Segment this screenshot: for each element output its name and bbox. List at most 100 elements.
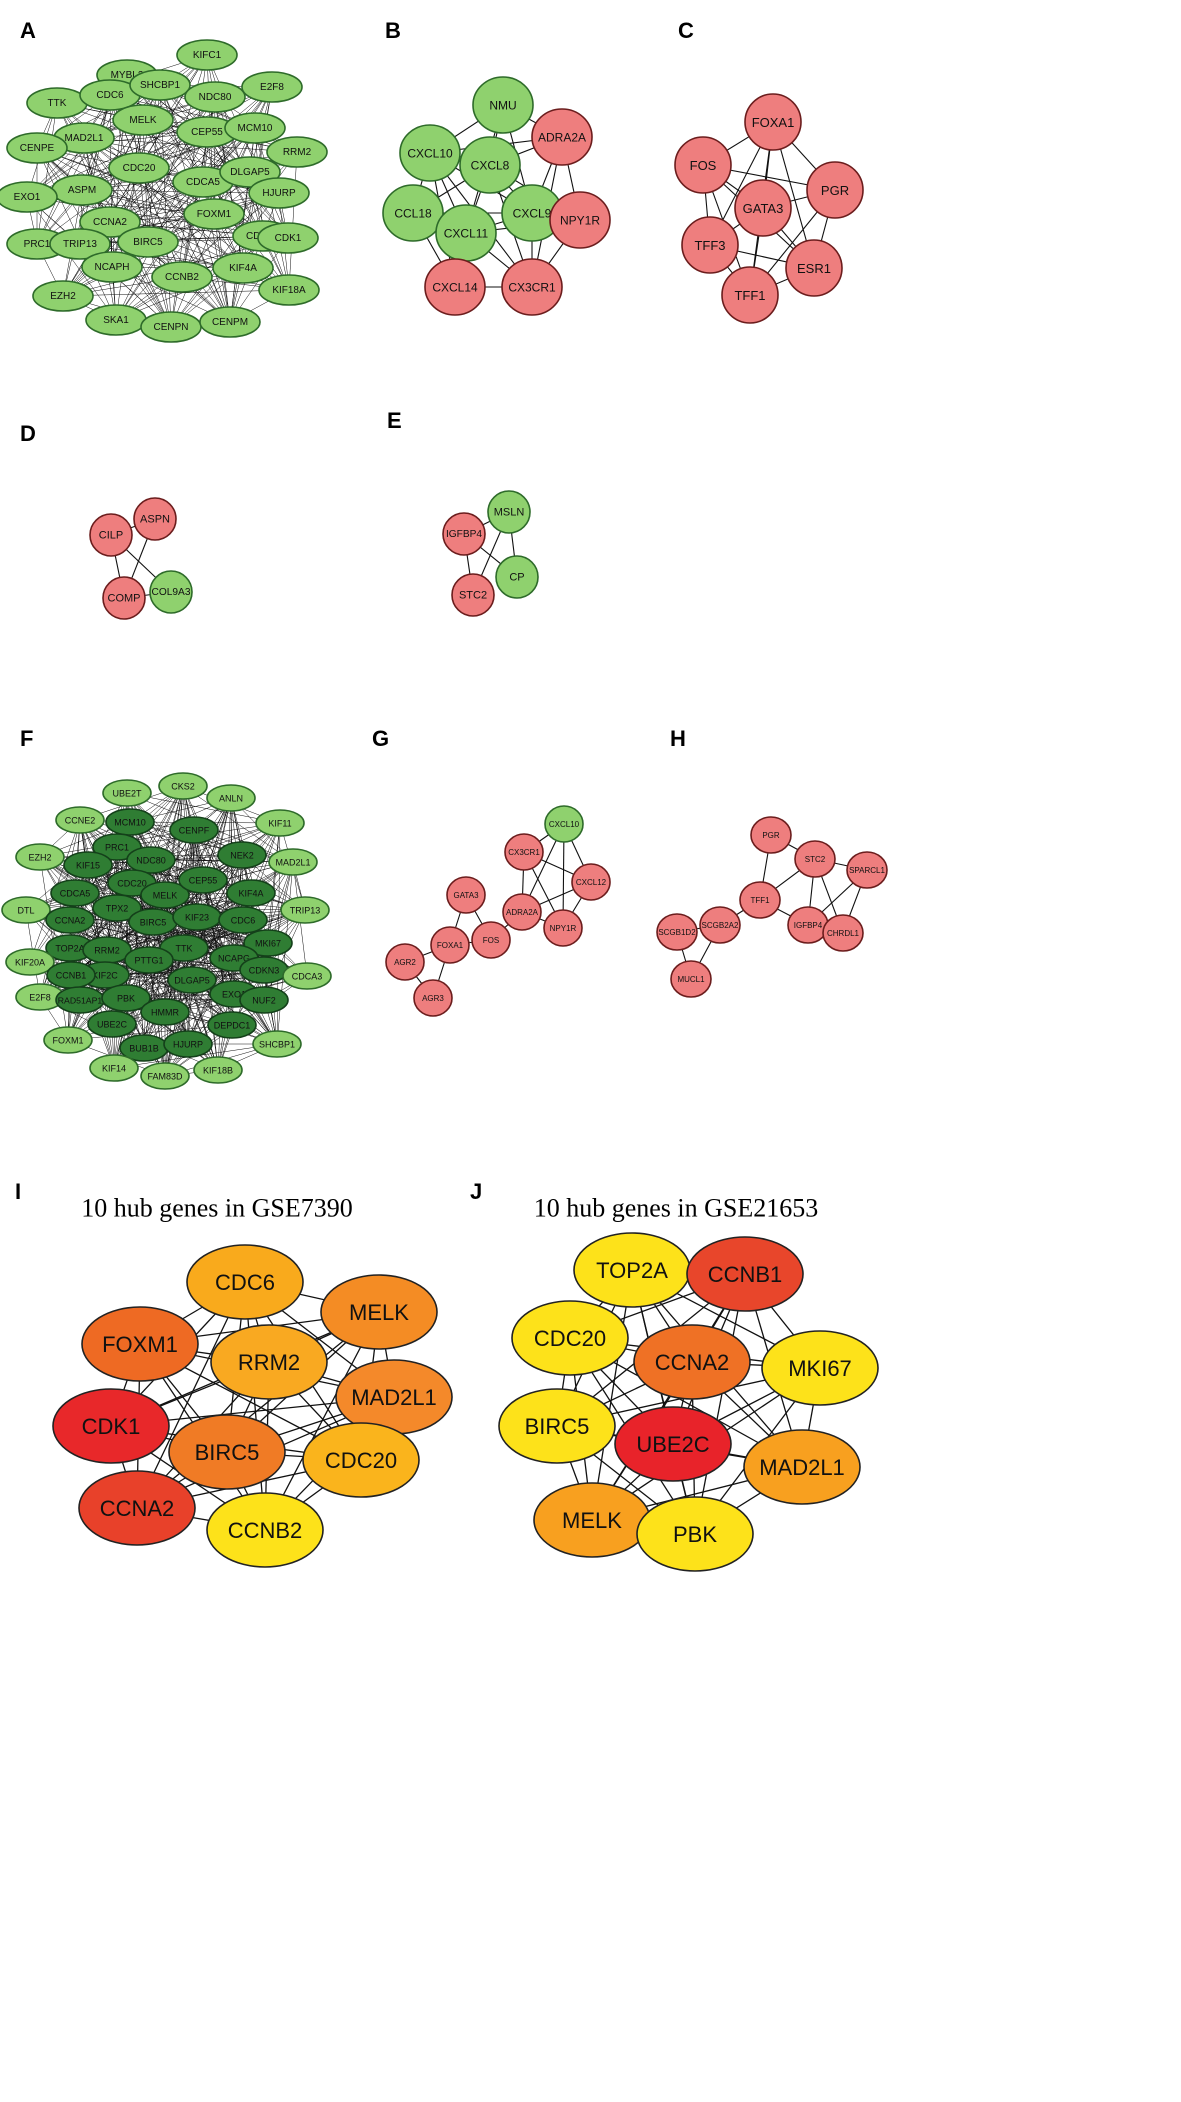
node-dtl: DTL bbox=[1, 896, 51, 924]
node-label-sparcl1: SPARCL1 bbox=[849, 866, 885, 875]
node-label-e2f8: E2F8 bbox=[29, 993, 51, 1003]
node-label-hmmr: HMMR bbox=[151, 1008, 179, 1018]
node-cenpn: CENPN bbox=[140, 311, 202, 343]
node-ccnb2: CCNB2 bbox=[151, 261, 213, 293]
node-melk: MELK bbox=[112, 104, 174, 136]
node-ndc80: NDC80 bbox=[184, 81, 246, 113]
node-birc5: BIRC5 bbox=[168, 1414, 286, 1490]
node-label-rrm2: RRM2 bbox=[94, 946, 120, 956]
node-label-ncapg: NCAPG bbox=[218, 954, 250, 964]
node-col9a3: COL9A3 bbox=[149, 570, 193, 614]
edge-shcbp1-cdk1 bbox=[159, 84, 289, 239]
node-label-birc5: BIRC5 bbox=[525, 1414, 590, 1439]
edge-nek2-cdca5 bbox=[74, 854, 243, 894]
node-label-ccnb1: CCNB1 bbox=[56, 971, 87, 981]
node-label-mad2l1: MAD2L1 bbox=[759, 1455, 845, 1480]
edge-top2a-melk bbox=[591, 1269, 633, 1521]
node-agr3: AGR3 bbox=[413, 979, 453, 1017]
edge-shcbp1-rrm2 bbox=[159, 84, 298, 153]
node-label-mcm10: MCM10 bbox=[114, 818, 146, 828]
node-label-esr1: ESR1 bbox=[797, 261, 831, 276]
node-stc2: STC2 bbox=[794, 840, 836, 878]
node-nek2: NEK2 bbox=[217, 841, 267, 869]
node-label-cep55: CEP55 bbox=[189, 876, 218, 886]
edge-cdc6-ccna2 bbox=[136, 1281, 246, 1509]
node-rad51ap1: RAD51AP1 bbox=[55, 986, 105, 1014]
panel-d: D CILP ASPN COMP COL9A3 bbox=[20, 421, 193, 620]
node-label-kif23: KIF23 bbox=[185, 913, 209, 923]
node-label-cxcl11: CXCL11 bbox=[444, 227, 489, 241]
panel-label-a: A bbox=[20, 18, 36, 43]
node-label-shcbp1: SHCBP1 bbox=[259, 1040, 295, 1050]
node-birc5: BIRC5 bbox=[498, 1388, 616, 1464]
node-cxcl11: CXCL11 bbox=[435, 204, 497, 262]
node-ccl18: CCL18 bbox=[382, 184, 444, 242]
node-label-dtl: DTL bbox=[17, 906, 34, 916]
node-label-mki67: MKI67 bbox=[788, 1356, 852, 1381]
node-label-ccna2: CCNA2 bbox=[93, 217, 127, 228]
edge-cdc20-cenpm bbox=[138, 167, 231, 323]
node-label-ccnb2: CCNB2 bbox=[228, 1518, 303, 1543]
node-label-foxa1: FOXA1 bbox=[752, 115, 795, 130]
node-kif18b: KIF18B bbox=[193, 1056, 243, 1084]
panel-label-h: H bbox=[670, 726, 686, 751]
node-cilp: CILP bbox=[89, 513, 133, 557]
node-cxcl9: CXCL9 bbox=[501, 184, 563, 242]
node-cxcl10: CXCL10 bbox=[544, 805, 584, 843]
panel-h: H PGR STC2 SPARCL1 TFF1 SCGB1D2 SCGB2A2 IGFBP4 C… bbox=[656, 726, 888, 998]
panel-i: I 10 hub genes in GSE7390 CDC6 MELK FOXM1 RRM… bbox=[15, 1179, 453, 1568]
node-kif4a: KIF4A bbox=[226, 879, 276, 907]
node-tff1: TFF1 bbox=[739, 881, 781, 919]
node-dlgap5: DLGAP5 bbox=[167, 966, 217, 994]
node-label-ndc80: NDC80 bbox=[199, 92, 232, 103]
node-anln: ANLN bbox=[206, 784, 256, 812]
node-foxa1: FOXA1 bbox=[430, 926, 470, 964]
node-label-hjurp: HJURP bbox=[262, 188, 296, 199]
edge-cks2-mad2l1 bbox=[182, 785, 294, 863]
node-label-nek2: NEK2 bbox=[230, 851, 254, 861]
node-label-trip13: TRIP13 bbox=[290, 906, 321, 916]
edge-dlgap5-ska1 bbox=[115, 171, 251, 321]
node-foxm1: FOXM1 bbox=[183, 198, 245, 230]
node-npy1r: NPY1R bbox=[543, 909, 583, 947]
node-label-ttk: TTK bbox=[48, 98, 67, 109]
edge-cdc6-ccnb2 bbox=[244, 1281, 266, 1531]
node-shcbp1: SHCBP1 bbox=[129, 69, 191, 101]
node-mki67: MKI67 bbox=[761, 1330, 879, 1406]
node-ube2c: UBE2C bbox=[614, 1406, 732, 1482]
node-bub1b: BUB1B bbox=[119, 1034, 169, 1062]
node-label-cdc20: CDC20 bbox=[117, 879, 147, 889]
node-label-pgr: PGR bbox=[762, 831, 780, 840]
node-melk: MELK bbox=[140, 881, 190, 909]
node-label-cdk1: CDK1 bbox=[275, 233, 302, 244]
node-label-ccnb1: CCNB1 bbox=[708, 1262, 783, 1287]
node-label-igfbp4: IGFBP4 bbox=[446, 529, 482, 540]
node-label-agr2: AGR2 bbox=[394, 958, 416, 967]
node-label-scgb2a2: SCGB2A2 bbox=[702, 921, 739, 930]
panel-title-i: 10 hub genes in GSE7390 bbox=[81, 1194, 353, 1223]
node-label-cxcl9: CXCL9 bbox=[513, 207, 552, 221]
node-label-depdc1: DEPDC1 bbox=[214, 1021, 251, 1031]
node-label-prc1: PRC1 bbox=[24, 239, 51, 250]
node-tff3: TFF3 bbox=[681, 216, 739, 274]
node-label-kif18a: KIF18A bbox=[272, 285, 306, 296]
node-adra2a: ADRA2A bbox=[502, 893, 542, 931]
edge-ccnb1-pbk bbox=[694, 1273, 746, 1535]
node-ezh2: EZH2 bbox=[15, 843, 65, 871]
node-nmu: NMU bbox=[472, 76, 534, 134]
node-label-cdkn3: CDKN3 bbox=[249, 966, 280, 976]
edge-cdkn3-ube2c bbox=[111, 969, 265, 1025]
edge-hjurp-ska1 bbox=[115, 192, 280, 321]
node-label-cks2: CKS2 bbox=[171, 782, 195, 792]
node-label-rad51ap1: RAD51AP1 bbox=[58, 996, 103, 1006]
node-birc5: BIRC5 bbox=[128, 908, 178, 936]
node-shcbp1: SHCBP1 bbox=[252, 1030, 302, 1058]
node-pbk: PBK bbox=[636, 1496, 754, 1572]
node-label-cdk1: CDK1 bbox=[82, 1414, 141, 1439]
node-fam83d: FAM83D bbox=[140, 1062, 190, 1090]
node-label-rrm2: RRM2 bbox=[283, 147, 312, 158]
panel-label-j: J bbox=[470, 1179, 482, 1204]
node-label-ezh2: EZH2 bbox=[50, 291, 76, 302]
node-ccnb1: CCNB1 bbox=[686, 1236, 804, 1312]
